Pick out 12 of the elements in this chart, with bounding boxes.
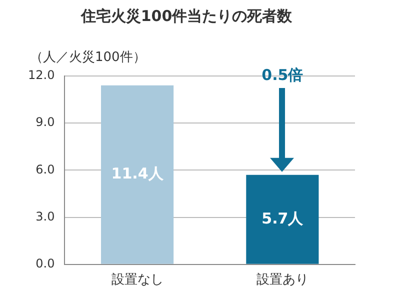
y-axis-title: （人／火災100件） — [30, 50, 146, 65]
y-tick-label: 6.0 — [36, 162, 55, 176]
chart-title: 住宅火災100件当たりの死者数 — [80, 6, 294, 25]
y-tick-label: 9.0 — [36, 115, 55, 130]
annotation: 0.5倍 — [262, 66, 304, 84]
data-label: 5.7人 — [262, 209, 304, 228]
data-label: 11.4人 — [111, 164, 164, 183]
x-tick-label: 設置なし — [111, 272, 164, 288]
y-tick-label: 3.0 — [36, 209, 55, 224]
y-tick-label: 12.0 — [28, 68, 55, 82]
y-tick-label: 0.0 — [36, 256, 55, 271]
x-tick-label: 設置あり — [256, 272, 308, 288]
